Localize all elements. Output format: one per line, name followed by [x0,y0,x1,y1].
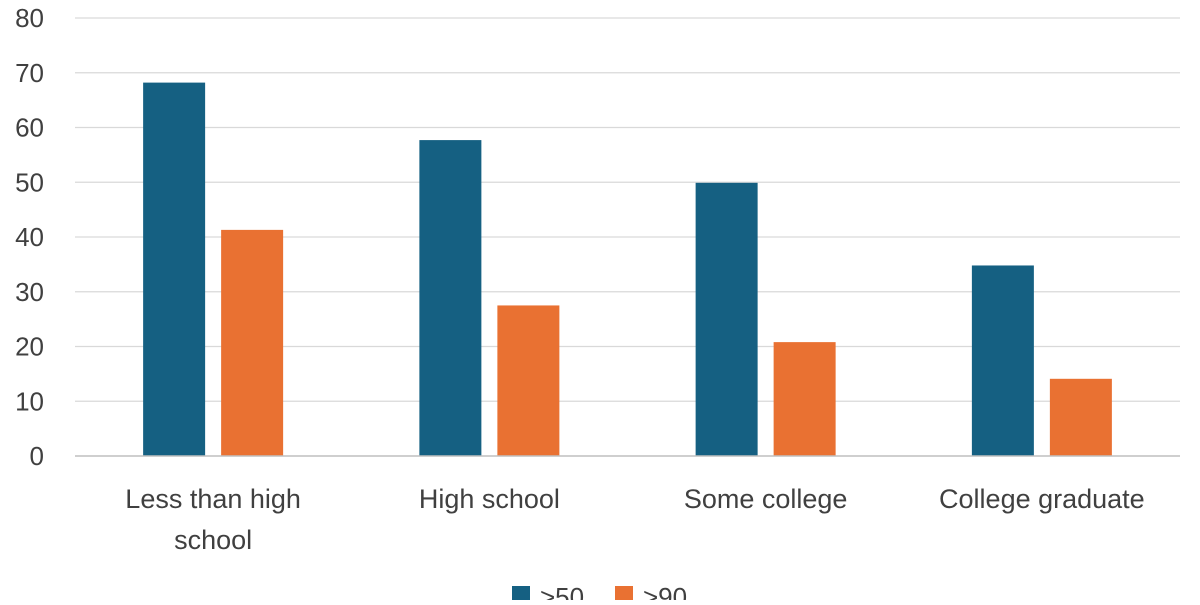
bar-gt90-2 [773,342,836,456]
y-tick-label: 0 [30,441,44,471]
bar-gt50-3 [971,265,1034,456]
y-tick-label: 50 [15,167,44,197]
y-tick-label: 80 [15,3,44,33]
legend: >50 >90 [512,582,687,605]
y-tick-label: 30 [15,277,44,307]
x-tick-label-line: school [174,525,252,555]
bar-gt90-0 [221,229,284,456]
x-axis-ticks: Less than high school High school Some coll… [125,484,1144,555]
y-tick-label: 60 [15,113,44,143]
y-tick-label: 10 [15,386,44,416]
x-tick-label-line: College graduate [939,484,1145,514]
x-tick-label: Some college [684,484,848,514]
bar-gt50-2 [695,182,758,457]
x-tick-label: Less than high school [125,484,301,555]
x-tick-label: College graduate [939,484,1145,514]
legend-swatch-gt50 [512,586,530,604]
bars [143,82,1112,457]
bar-gt90-3 [1049,378,1112,456]
legend-label-gt90: >90 [643,582,687,600]
legend-swatch-gt90 [615,586,633,604]
x-tick-label: High school [419,484,560,514]
x-tick-label-line: High school [419,484,560,514]
legend-label-gt50: >50 [540,582,584,600]
bar-gt50-1 [419,140,482,456]
y-tick-label: 20 [15,332,44,362]
y-tick-label: 40 [15,222,44,252]
bar-gt50-0 [143,82,206,456]
y-tick-label: 70 [15,58,44,88]
x-tick-label-line: Less than high [125,484,301,514]
y-axis-ticks: 0 10 20 30 40 50 60 70 80 [15,3,44,471]
x-tick-label-line: Some college [684,484,848,514]
bar-gt90-1 [497,305,560,456]
